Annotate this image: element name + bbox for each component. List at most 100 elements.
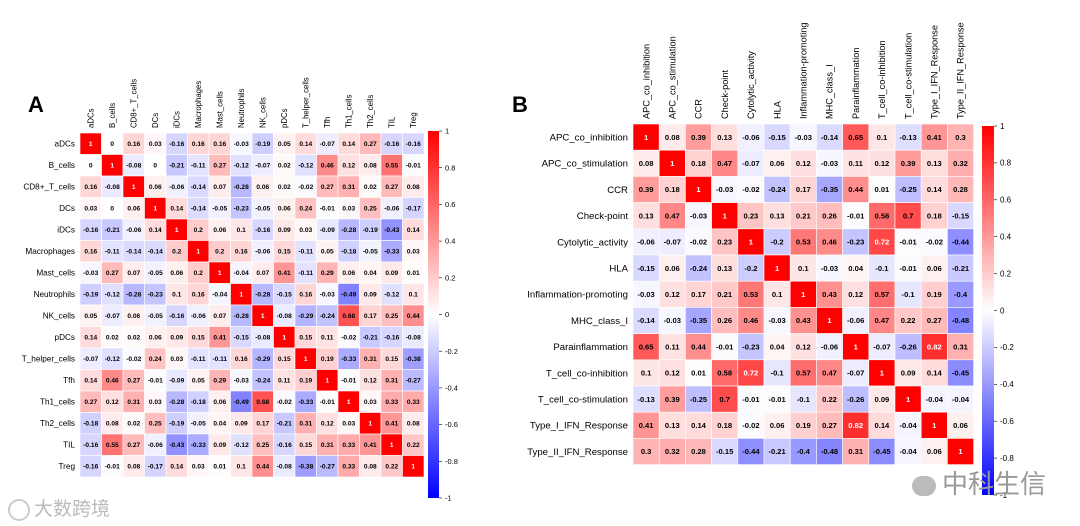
cell-value-label-a: 1 bbox=[110, 163, 114, 170]
cell-value-label-a: -0.02 bbox=[126, 356, 141, 363]
cell-value-label-a: 0.14 bbox=[342, 141, 355, 148]
cell-value-label-b: 0.39 bbox=[901, 159, 916, 168]
cell-value-label-b: 0.46 bbox=[822, 238, 837, 247]
cell-value-label-b: -0.13 bbox=[899, 133, 916, 142]
heatmap-cell-b bbox=[920, 254, 948, 282]
row-label-b: Parainflammation bbox=[553, 342, 628, 353]
cell-value-label-a: -0.16 bbox=[384, 141, 399, 148]
cell-value-label-b: -0.48 bbox=[952, 316, 969, 325]
cell-value-label-a: -0.49 bbox=[341, 292, 356, 299]
cell-value-label-a: 0.06 bbox=[170, 270, 183, 277]
cell-value-label-a: -0.08 bbox=[277, 464, 292, 471]
cell-value-label-a: 0.1 bbox=[237, 464, 246, 471]
row-label-b: T_cell_co-stimulation bbox=[538, 394, 628, 405]
cell-value-label-a: -0.11 bbox=[191, 163, 206, 170]
cell-value-label-a: -0.02 bbox=[277, 399, 292, 406]
cell-value-label-a: 0.16 bbox=[127, 141, 140, 148]
cell-value-label-a: -0.16 bbox=[83, 442, 98, 449]
cell-value-label-a: -0.33 bbox=[384, 249, 399, 256]
cell-value-label-a: 0.41 bbox=[213, 335, 226, 342]
cell-value-label-a: -0.06 bbox=[169, 184, 184, 191]
cell-value-label-a: -0.24 bbox=[320, 313, 335, 320]
cell-value-label-b: 0.39 bbox=[691, 133, 706, 142]
cell-value-label-a: -0.05 bbox=[363, 249, 378, 256]
cell-value-label-a: -0.04 bbox=[234, 270, 249, 277]
heatmap-cell-b bbox=[894, 359, 922, 387]
heatmap-cell-b bbox=[842, 280, 870, 308]
cell-value-label-a: 0.05 bbox=[278, 141, 291, 148]
cell-value-label-a: -0.21 bbox=[105, 227, 120, 234]
heatmap-cell-b bbox=[920, 411, 948, 439]
heatmap-cell-b bbox=[737, 333, 765, 361]
cell-value-label-a: 0 bbox=[110, 141, 114, 148]
cell-value-label-a: 0.02 bbox=[127, 421, 140, 428]
cell-value-label-b: -0.03 bbox=[664, 316, 681, 325]
cell-value-label-a: -0.28 bbox=[341, 227, 356, 234]
cell-value-label-b: 0.04 bbox=[770, 342, 786, 351]
cell-value-label-b: 1 bbox=[775, 264, 780, 273]
cell-value-label-a: 0.31 bbox=[299, 421, 312, 428]
cell-value-label-b: 0.57 bbox=[796, 369, 811, 378]
cell-value-label-b: 0.01 bbox=[691, 369, 707, 378]
cell-value-label-a: -0.07 bbox=[320, 141, 335, 148]
column-label-b: Type_I_IFN_Response bbox=[930, 25, 940, 119]
cell-value-label-b: 0.28 bbox=[691, 447, 706, 456]
colorbar-tick-label-a: 1 bbox=[445, 127, 449, 136]
cell-value-label-a: 0.46 bbox=[106, 378, 119, 385]
row-label-a: TIL bbox=[63, 441, 75, 450]
cell-value-label-b: 0.08 bbox=[665, 133, 680, 142]
cell-value-label-a: 0.15 bbox=[299, 335, 312, 342]
heatmap-cell-b bbox=[658, 123, 686, 151]
colorbar-tick-label-b: 0.2 bbox=[1000, 269, 1012, 278]
cell-value-label-b: 0.19 bbox=[927, 290, 942, 299]
cell-value-label-b: 0.12 bbox=[875, 159, 890, 168]
cell-value-label-b: 0.7 bbox=[903, 211, 914, 220]
cell-value-label-a: -0.19 bbox=[363, 227, 378, 234]
cell-value-label-a: -0.33 bbox=[341, 356, 356, 363]
colorbar-tick-label-a: -0.8 bbox=[445, 457, 458, 466]
heatmap-cell-b bbox=[658, 228, 686, 256]
cell-value-label-a: 0.01 bbox=[407, 270, 420, 277]
cell-value-label-a: -0.19 bbox=[169, 421, 184, 428]
cell-value-label-a: 0.09 bbox=[170, 335, 183, 342]
cell-value-label-a: -0.08 bbox=[126, 163, 141, 170]
cell-value-label-a: -0.16 bbox=[83, 227, 98, 234]
row-label-b: Inflammation-promoting bbox=[527, 290, 628, 301]
cell-value-label-a: 0.31 bbox=[385, 378, 398, 385]
cell-value-label-b: 0.3 bbox=[641, 447, 652, 456]
heatmap-cell-b bbox=[920, 333, 948, 361]
cell-value-label-b: 1 bbox=[880, 369, 885, 378]
cell-value-label-a: 0 bbox=[110, 206, 114, 213]
cell-value-label-a: -0.24 bbox=[255, 378, 270, 385]
cell-value-label-a: 0.15 bbox=[278, 249, 291, 256]
heatmap-cell-b bbox=[632, 280, 660, 308]
row-label-a: Th2_cells bbox=[40, 419, 75, 428]
heatmap-cell-b bbox=[868, 149, 896, 177]
heatmap-cell-b bbox=[920, 176, 948, 203]
heatmap-cell-b bbox=[894, 385, 922, 413]
cell-value-label-b: 1 bbox=[906, 395, 911, 404]
cell-value-label-b: 0.17 bbox=[691, 290, 706, 299]
cell-value-label-a: -0.11 bbox=[212, 356, 227, 363]
heatmap-cell-b bbox=[894, 411, 922, 439]
heatmap-cell-b bbox=[947, 359, 974, 387]
heatmap-cell-b bbox=[658, 202, 686, 230]
cell-value-label-a: 0.03 bbox=[170, 356, 183, 363]
cell-value-label-a: 0.27 bbox=[385, 184, 398, 191]
heatmap-cell-b bbox=[842, 254, 870, 282]
column-label-b: Check-point bbox=[720, 70, 730, 119]
cell-value-label-a: -0.01 bbox=[105, 464, 120, 471]
cell-value-label-a: -0.21 bbox=[277, 421, 292, 428]
cell-value-label-b: 1 bbox=[670, 159, 675, 168]
cell-value-label-b: 0.31 bbox=[848, 447, 864, 456]
heatmap-cell-b bbox=[737, 202, 765, 230]
cell-value-label-b: 1 bbox=[827, 316, 832, 325]
heatmap-cell-b bbox=[632, 149, 660, 177]
cell-value-label-b: 0.09 bbox=[875, 395, 890, 404]
cell-value-label-a: -0.03 bbox=[234, 141, 249, 148]
cell-value-label-a: -0.06 bbox=[191, 313, 206, 320]
colorbar-tick-label-a: -0.6 bbox=[445, 420, 458, 429]
cell-value-label-a: 0.09 bbox=[213, 442, 226, 449]
column-label-a: Th2_cells bbox=[366, 95, 375, 128]
cell-value-label-b: -0.04 bbox=[899, 421, 917, 430]
